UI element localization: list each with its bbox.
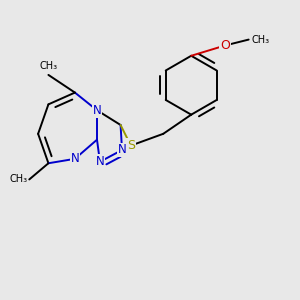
Text: N: N [96,155,104,168]
Text: CH₃: CH₃ [252,34,270,45]
Text: N: N [70,152,79,165]
Text: CH₃: CH₃ [39,61,58,71]
Text: N: N [93,104,101,117]
Text: S: S [127,139,135,152]
Text: O: O [220,39,230,52]
Text: N: N [118,143,126,157]
Text: CH₃: CH₃ [10,174,28,184]
